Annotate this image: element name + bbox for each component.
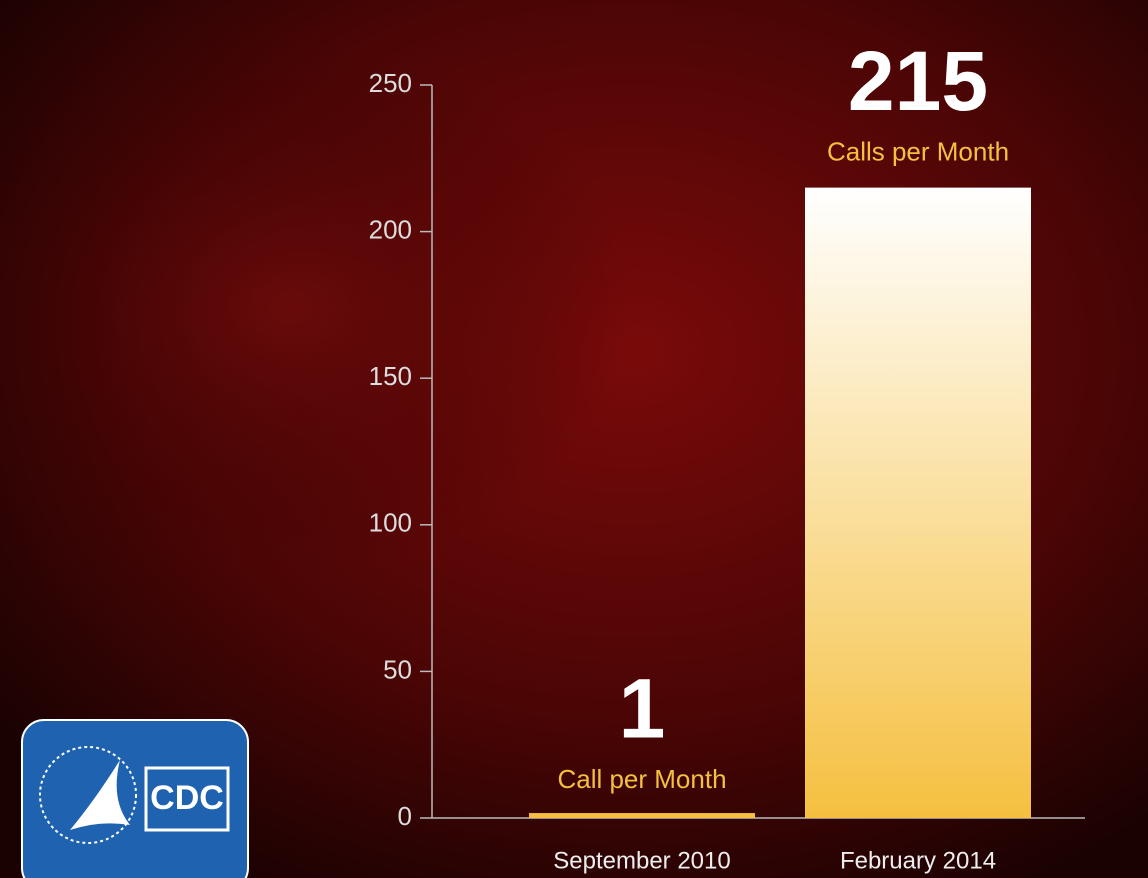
logo: CDC (22, 720, 248, 878)
unit-label: Calls per Month (827, 136, 1009, 166)
logo-text: CDC (150, 779, 224, 817)
value-label: 215 (848, 34, 988, 128)
chart: CDC 0 50 100 150 200 250 September 2010 1 Call p… (0, 0, 1148, 878)
page: CDC 0 50 100 150 200 250 September 2010 1 Call p… (0, 0, 1148, 878)
bar (805, 188, 1031, 818)
y-tick-label: 0 (398, 801, 412, 831)
value-label: 1 (619, 661, 666, 755)
y-tick-label: 150 (369, 361, 412, 391)
bar (529, 813, 755, 818)
unit-label: Call per Month (557, 764, 726, 794)
y-tick-label: 50 (383, 654, 412, 684)
y-tick-label: 250 (369, 68, 412, 98)
x-tick-label: September 2010 (553, 847, 730, 874)
x-tick-label: February 2014 (840, 847, 996, 874)
y-tick-label: 100 (369, 508, 412, 538)
y-tick-label: 200 (369, 214, 412, 244)
